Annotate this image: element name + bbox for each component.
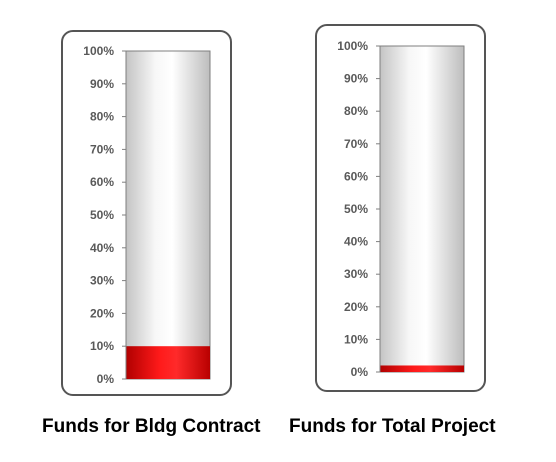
y-tick-label-bldg-contract: 40%: [90, 241, 114, 255]
chart-canvas-total-project: 0% 10% 20% 30% 40% 50% 60% 70% 80% 90% 100%: [337, 39, 465, 379]
y-tick-label-total-project: 10%: [344, 332, 368, 346]
y-tick-label-total-project: 0%: [351, 365, 369, 379]
y-tick-label-total-project: 70%: [344, 137, 368, 151]
chart-canvas-bldg-contract: 0% 10% 20% 30% 40% 50% 60% 70% 80% 90% 100%: [83, 44, 211, 386]
y-tick-label-bldg-contract: 50%: [90, 208, 114, 222]
y-tick-label-total-project: 40%: [344, 235, 368, 249]
y-tick-label-total-project: 60%: [344, 169, 368, 183]
y-tick-label-bldg-contract: 20%: [90, 306, 114, 320]
y-tick-label-bldg-contract: 10%: [90, 339, 114, 353]
thermometer-chart-bldg-contract: 0% 10% 20% 30% 40% 50% 60% 70% 80% 90% 100%: [61, 30, 232, 396]
y-tick-label-bldg-contract: 90%: [90, 77, 114, 91]
caption-bldg-contract: Funds for Bldg Contract: [42, 416, 261, 437]
tube-background-bldg-contract: [125, 50, 211, 380]
bar-fill-total-project: [380, 365, 464, 372]
tube-background-total-project: [379, 45, 465, 373]
y-tick-label-total-project: 100%: [337, 39, 368, 53]
y-tick-label-bldg-contract: 60%: [90, 175, 114, 189]
y-tick-label-bldg-contract: 0%: [97, 372, 115, 386]
y-tick-label-bldg-contract: 100%: [83, 44, 114, 58]
y-tick-label-total-project: 50%: [344, 202, 368, 216]
caption-total-project: Funds for Total Project: [289, 416, 496, 437]
y-tick-label-total-project: 20%: [344, 300, 368, 314]
y-tick-label-bldg-contract: 70%: [90, 142, 114, 156]
y-tick-label-total-project: 90%: [344, 72, 368, 86]
thermometer-chart-total-project: 0% 10% 20% 30% 40% 50% 60% 70% 80% 90% 100%: [315, 24, 486, 392]
bar-fill-bldg-contract: [126, 346, 210, 379]
y-tick-label-bldg-contract: 30%: [90, 274, 114, 288]
y-tick-label-total-project: 30%: [344, 267, 368, 281]
y-tick-label-total-project: 80%: [344, 104, 368, 118]
y-tick-label-bldg-contract: 80%: [90, 110, 114, 124]
